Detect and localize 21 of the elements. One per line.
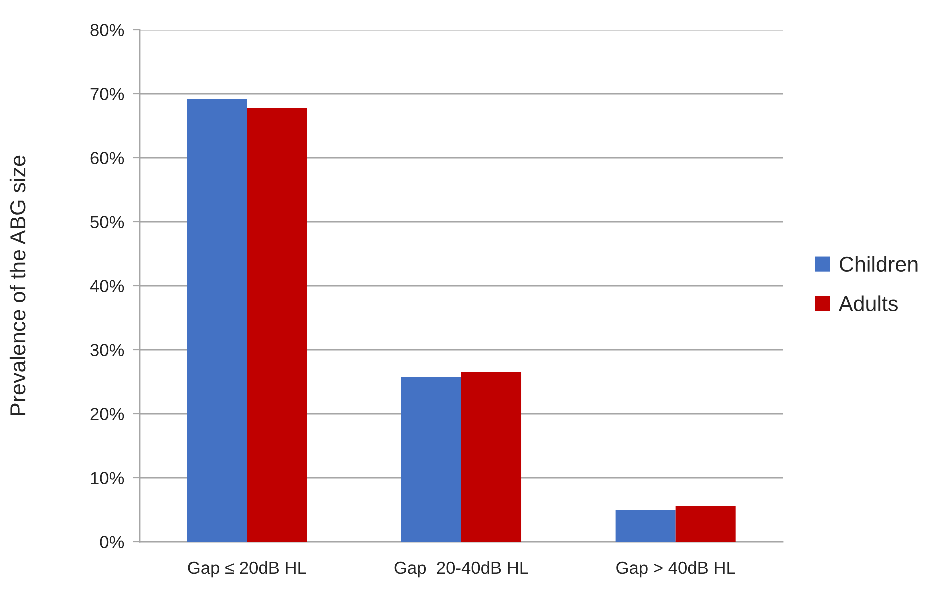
y-tick-label: 60% <box>90 152 124 164</box>
y-tick-label: 40% <box>90 280 124 292</box>
y-axis-title: Prevalence of the ABG size <box>10 156 26 416</box>
bar <box>247 108 308 542</box>
bar <box>401 378 462 542</box>
y-tick-label: 20% <box>90 408 124 420</box>
legend-label: Adults <box>838 296 898 312</box>
y-tick-label: 0% <box>100 536 124 548</box>
y-tick-label: 30% <box>90 344 124 356</box>
x-tick-label: Gap ≤ 20dB HL <box>188 561 306 578</box>
y-tick-label: 10% <box>91 472 124 484</box>
legend-label: Children <box>840 256 918 272</box>
x-tick-label: Gap > 40dB HL <box>616 561 736 578</box>
bar <box>187 99 248 542</box>
bar <box>616 510 676 542</box>
y-tick-label: 80% <box>90 24 124 36</box>
bar <box>676 506 736 542</box>
y-tick-label: 50% <box>90 216 124 228</box>
bar <box>462 372 522 542</box>
x-tick-label: Gap 20-40dB HL <box>394 561 528 578</box>
y-tick-label: 70% <box>90 88 124 100</box>
